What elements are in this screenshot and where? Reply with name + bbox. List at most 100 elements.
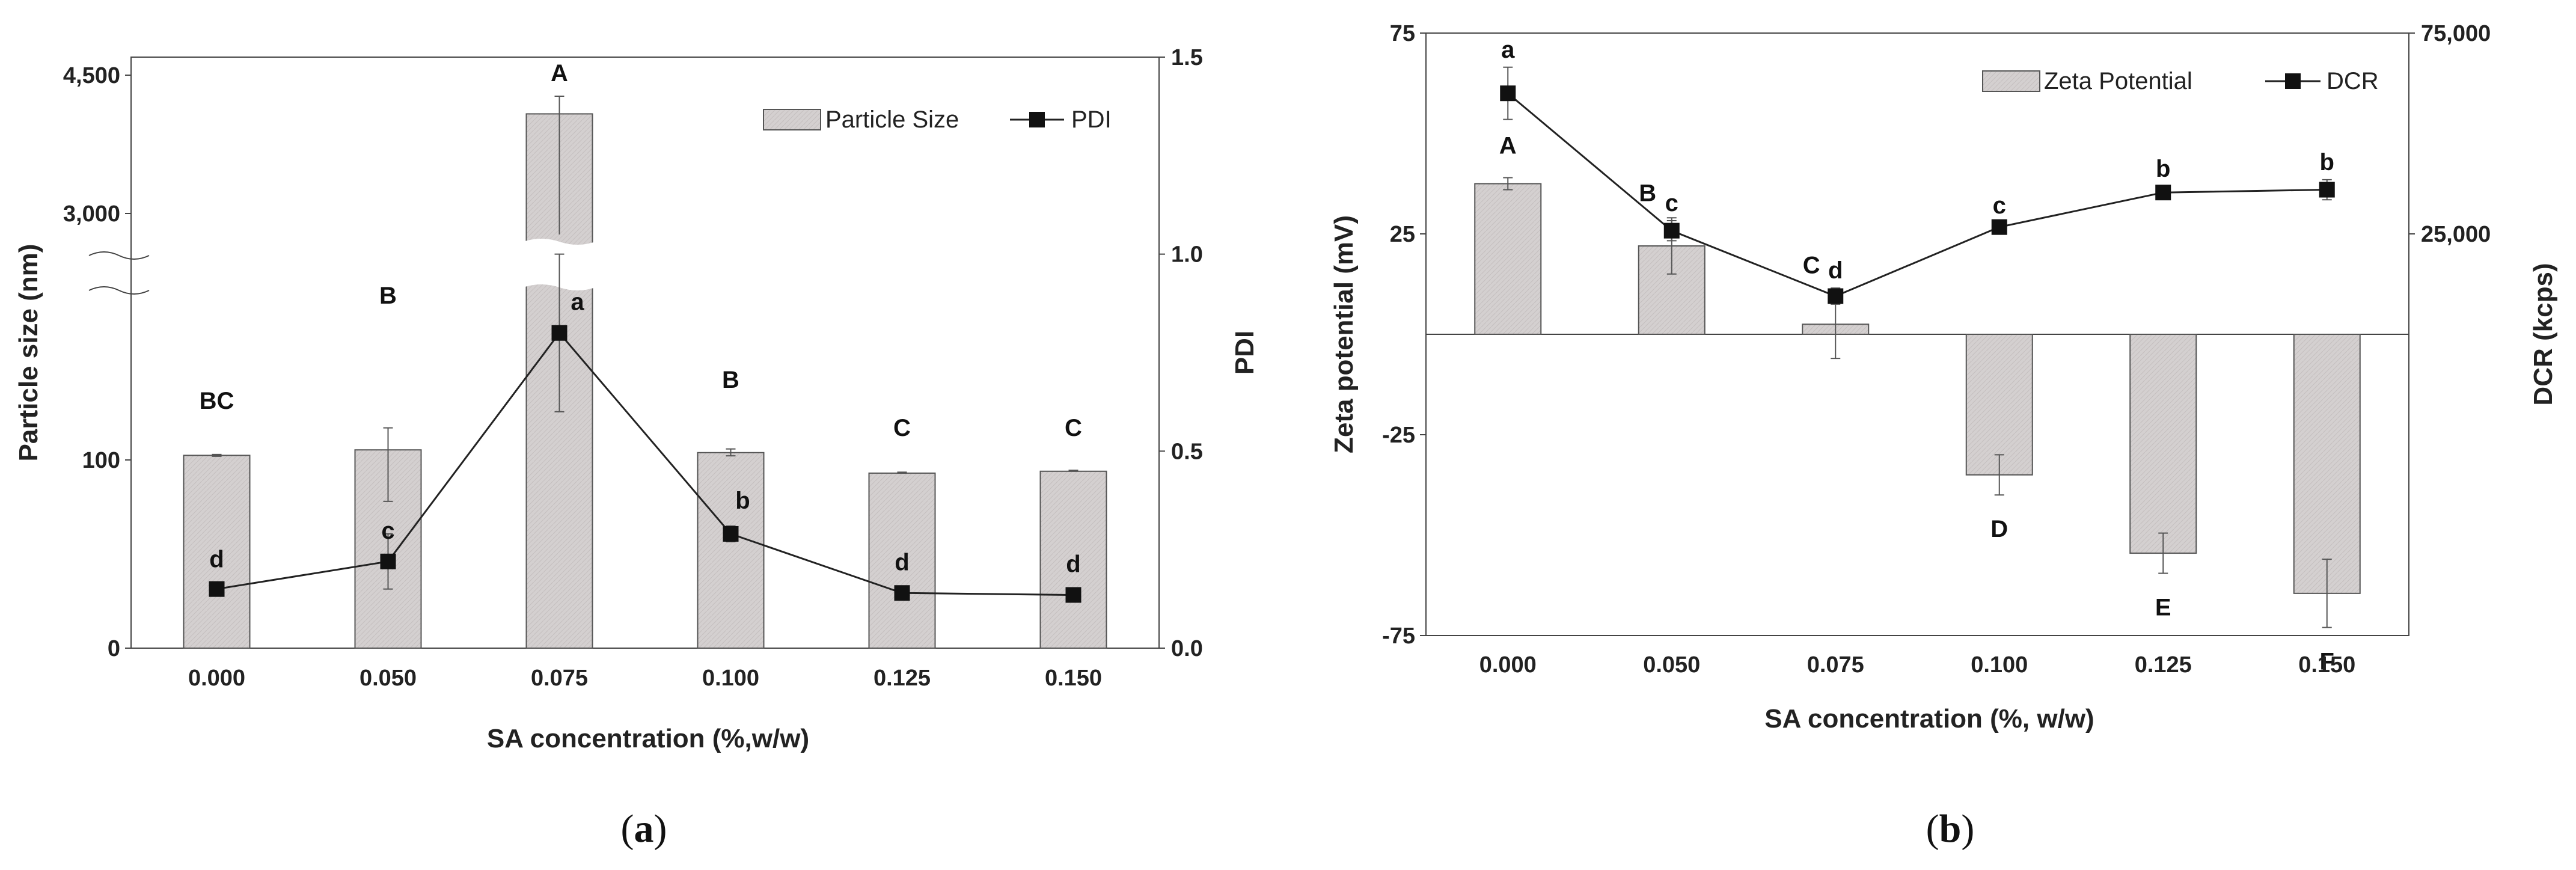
zeta-significance-letter: B [1639,180,1656,206]
y2-axis-title: DCR (kcps) [2529,263,2558,405]
bar-significance-letter: B [379,283,397,309]
pdi-significance-letter: b [735,488,750,514]
y-tick-label: 100 [82,448,120,473]
y-tick-label: 4,500 [63,63,120,88]
x-tick-label: 0.000 [188,666,245,691]
axis-break-mark [88,286,150,295]
legend-label: PDI [1071,106,1112,133]
x-tick-label: 0.050 [1643,652,1700,678]
zeta-potential-bar [2293,334,2361,594]
dcr-point [1500,85,1516,102]
bar-significance-letter: B [722,367,739,393]
y-tick-label: 75 [1390,21,1415,46]
x-tick-label: 0.150 [2298,652,2355,678]
caption-letter: b [1939,807,1962,851]
legend-label: DCR [2327,68,2379,94]
y2-tick-label: 1.0 [1171,242,1203,268]
y-axis-title: Zeta potential (mV) [1329,215,1359,453]
axis-break-gap [101,251,130,289]
zeta-significance-letter: C [1803,253,1820,279]
dcr-point [2155,185,2171,201]
dcr-point [1991,219,2007,235]
pdi-significance-letter: d [209,547,224,573]
x-tick-label: 0.075 [1807,652,1864,678]
dcr-point [1663,222,1680,239]
panel-b: -75 -25 25 75 25,000 75,000 A B C D E Fa c d c b b 0.000 0… [1329,21,2558,851]
particle-size-bar [868,472,936,649]
axis-break-mark [88,251,150,260]
dcr-point [2319,182,2335,198]
x-tick-label: 0.125 [873,666,931,691]
legend-label: Particle Size [825,106,959,133]
y-tick-label: -25 [1382,423,1415,448]
zeta-significance-letter: A [1499,132,1517,159]
pdi-significance-letter: d [895,549,909,575]
zeta-potential-bar [2129,334,2197,554]
y-axis-title: Particle size (nm) [14,244,43,462]
dcr-point [1828,288,1844,304]
zeta-potential-bar [1474,183,1542,335]
caption-open: ( [621,807,634,851]
legend-marker [1029,112,1045,127]
x-tick-label: 0.050 [359,666,417,691]
pdi-point [551,325,568,341]
particle-size-bar [697,452,765,649]
legend-bar-swatch [763,109,821,130]
x-axis-title: SA concentration (%, w/w) [1764,704,2094,734]
x-tick-label: 0.100 [1971,652,2028,678]
y2-tick-label: 25,000 [2421,222,2491,247]
y-tick-label: 0 [108,636,120,661]
dcr-significance-letter: d [1828,257,1843,284]
dcr-significance-letter: b [2156,156,2170,182]
panel-caption: (a) [621,807,667,851]
y2-tick-label: 0.0 [1171,636,1203,661]
bar-significance-letter: BC [200,388,234,414]
caption-close: ) [1961,807,1974,851]
zeta-significance-letter: F [2320,649,2334,675]
caption-close: ) [654,807,667,851]
pdi-significance-letter: c [381,518,394,544]
y2-tick-label: 75,000 [2421,21,2491,46]
caption-open: ( [1926,807,1939,851]
dcr-line [1507,93,2327,298]
pdi-point [894,585,910,601]
x-tick-label: 0.000 [1479,652,1537,678]
x-tick-label: 0.125 [2135,652,2192,678]
bar-significance-letter: A [551,60,568,87]
x-tick-label: 0.150 [1045,666,1102,691]
bar-significance-letter: C [1065,415,1082,441]
y2-tick-label: 1.5 [1171,45,1203,70]
plot-frame [130,57,1160,649]
zeta-potential-bar [1965,334,2033,476]
y-tick-label: -75 [1382,623,1415,649]
dcr-significance-letter: c [1665,190,1678,216]
dcr-significance-letter: b [2320,149,2334,176]
x-tick-label: 0.100 [702,666,759,691]
caption-letter: a [634,807,654,851]
y-tick-label: 3,000 [63,201,120,227]
legend-label: Zeta Potential [2044,68,2192,94]
pdi-point [1065,587,1081,603]
zeta-significance-letter: E [2155,594,2171,620]
y2-tick-label: 0.5 [1171,439,1203,464]
dcr-significance-letter: c [1993,192,2006,219]
y2-axis-title: PDI [1230,331,1259,375]
pdi-point [723,525,739,542]
legend-bar-swatch [1982,70,2040,92]
dcr-significance-letter: a [1501,37,1515,63]
panel-caption: (b) [1926,807,1975,851]
pdi-line [216,331,1074,596]
particle-size-bar [1039,470,1107,649]
bar-significance-letter: C [893,415,911,441]
pdi-significance-letter: a [571,289,584,316]
pdi-point [209,581,225,597]
zeta-significance-letter: D [1990,516,2008,542]
x-axis-title: SA concentration (%,w/w) [487,724,809,753]
pdi-significance-letter: d [1066,551,1080,578]
x-tick-label: 0.075 [531,666,588,691]
pdi-point [380,553,396,569]
legend-marker [2285,73,2301,89]
y-tick-label: 25 [1390,222,1415,247]
